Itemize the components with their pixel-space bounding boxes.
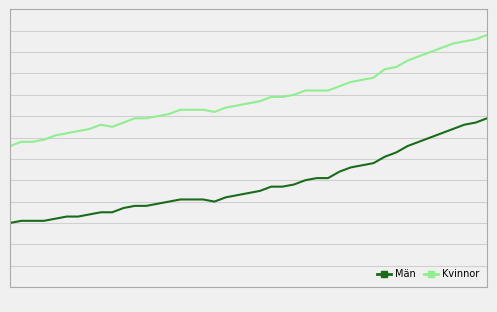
Män — [393, 151, 399, 154]
Kvinnor — [211, 110, 217, 114]
Kvinnor — [257, 99, 263, 103]
Män — [405, 144, 411, 148]
Kvinnor — [291, 93, 297, 97]
Kvinnor — [52, 134, 58, 137]
Män — [302, 178, 308, 182]
Kvinnor — [416, 55, 422, 58]
Kvinnor — [41, 138, 47, 142]
Kvinnor — [280, 95, 286, 99]
Kvinnor — [223, 106, 229, 110]
Män — [348, 166, 354, 169]
Män — [370, 161, 376, 165]
Män — [177, 197, 183, 201]
Kvinnor — [177, 108, 183, 112]
Kvinnor — [18, 140, 24, 144]
Män — [484, 116, 490, 120]
Män — [473, 121, 479, 124]
Män — [450, 127, 456, 131]
Kvinnor — [200, 108, 206, 112]
Män — [121, 206, 127, 210]
Kvinnor — [370, 76, 376, 80]
Män — [189, 197, 195, 201]
Kvinnor — [439, 46, 445, 50]
Män — [439, 131, 445, 135]
Män — [64, 215, 70, 218]
Män — [382, 155, 388, 158]
Män — [211, 200, 217, 203]
Män — [200, 197, 206, 201]
Kvinnor — [121, 121, 127, 124]
Män — [336, 170, 342, 173]
Kvinnor — [382, 67, 388, 71]
Kvinnor — [64, 131, 70, 135]
Män — [223, 195, 229, 199]
Kvinnor — [246, 101, 251, 105]
Män — [246, 191, 251, 195]
Män — [461, 123, 467, 127]
Line: Kvinnor: Kvinnor — [10, 35, 487, 146]
Män — [325, 176, 331, 180]
Kvinnor — [109, 125, 115, 129]
Män — [52, 217, 58, 221]
Kvinnor — [405, 59, 411, 62]
Män — [86, 212, 92, 216]
Kvinnor — [461, 40, 467, 43]
Män — [155, 202, 161, 206]
Kvinnor — [393, 65, 399, 69]
Kvinnor — [30, 140, 36, 144]
Kvinnor — [234, 104, 240, 107]
Män — [280, 185, 286, 188]
Kvinnor — [166, 112, 172, 116]
Män — [314, 176, 320, 180]
Kvinnor — [132, 116, 138, 120]
Kvinnor — [86, 127, 92, 131]
Män — [257, 189, 263, 193]
Kvinnor — [143, 116, 149, 120]
Män — [416, 140, 422, 144]
Kvinnor — [7, 144, 13, 148]
Kvinnor — [302, 89, 308, 92]
Män — [234, 193, 240, 197]
Legend: Män, Kvinnor: Män, Kvinnor — [374, 266, 482, 282]
Män — [291, 183, 297, 186]
Män — [268, 185, 274, 188]
Män — [427, 136, 433, 139]
Män — [18, 219, 24, 223]
Män — [166, 200, 172, 203]
Män — [109, 210, 115, 214]
Kvinnor — [336, 84, 342, 88]
Kvinnor — [75, 129, 81, 133]
Män — [98, 210, 104, 214]
Kvinnor — [359, 78, 365, 82]
Kvinnor — [98, 123, 104, 127]
Män — [75, 215, 81, 218]
Kvinnor — [155, 114, 161, 118]
Kvinnor — [427, 50, 433, 54]
Kvinnor — [348, 80, 354, 84]
Kvinnor — [484, 33, 490, 37]
Kvinnor — [325, 89, 331, 92]
Män — [143, 204, 149, 208]
Män — [30, 219, 36, 223]
Kvinnor — [450, 42, 456, 46]
Män — [7, 221, 13, 225]
Kvinnor — [268, 95, 274, 99]
Kvinnor — [473, 37, 479, 41]
Män — [132, 204, 138, 208]
Line: Män: Män — [10, 118, 487, 223]
Kvinnor — [314, 89, 320, 92]
Män — [359, 163, 365, 167]
Män — [41, 219, 47, 223]
Kvinnor — [189, 108, 195, 112]
